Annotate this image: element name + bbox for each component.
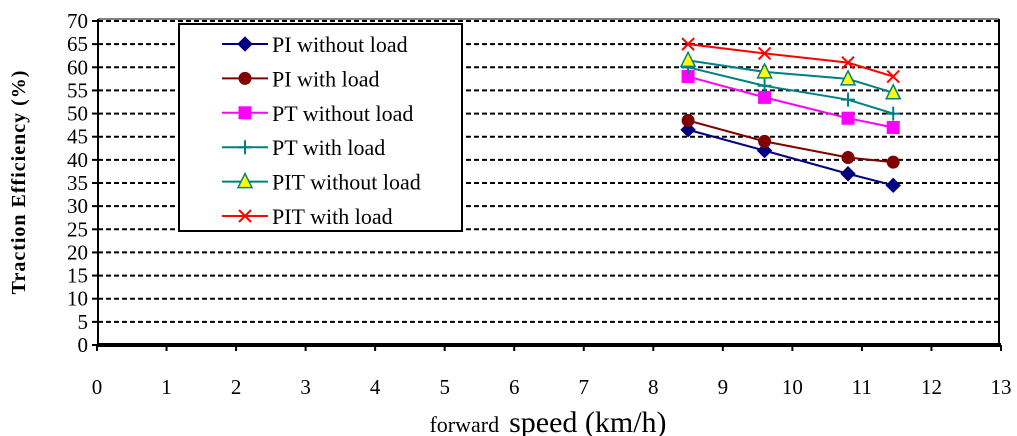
y-axis-label: Traction Efficiency (%) xyxy=(8,70,30,295)
legend-item-1: PI with load xyxy=(222,66,380,91)
y-tick-label-30: 30 xyxy=(67,194,88,218)
legend-marker-0 xyxy=(237,36,253,52)
series-4 xyxy=(679,50,902,100)
data-point-4-1 xyxy=(756,62,773,79)
x-tick-label-8: 8 xyxy=(648,375,659,399)
y-tick-label-40: 40 xyxy=(67,148,88,172)
x-tick-label-2: 2 xyxy=(231,375,242,399)
y-tick-label-60: 60 xyxy=(67,55,88,79)
data-point-4-2 xyxy=(839,69,857,86)
data-point-1-3 xyxy=(886,155,900,169)
x-axis-label-prefix: forward xyxy=(429,412,499,436)
series-line-5 xyxy=(687,43,894,78)
legend: PI without load PI with load PT without lo… xyxy=(178,23,463,232)
y-tick-label-25: 25 xyxy=(67,217,88,241)
legend-marker-1 xyxy=(238,71,252,85)
series-2 xyxy=(681,70,900,134)
data-point-2-2 xyxy=(841,111,855,125)
data-point-0-2 xyxy=(840,166,856,182)
legend-box xyxy=(178,23,463,232)
legend-item-3: PT with load xyxy=(222,135,385,160)
data-point-3-2 xyxy=(841,92,856,107)
series-5 xyxy=(681,37,900,84)
y-tick-label-50: 50 xyxy=(67,102,88,126)
data-point-3-1 xyxy=(757,78,772,93)
data-point-1-2 xyxy=(841,151,855,165)
legend-marker-3 xyxy=(238,140,252,155)
data-point-5-0 xyxy=(681,37,695,51)
x-tick-label-5: 5 xyxy=(439,375,450,399)
data-point-2-3 xyxy=(886,120,900,134)
data-point-5-2 xyxy=(841,55,855,70)
x-tick-label-11: 11 xyxy=(852,375,872,399)
series-0 xyxy=(680,122,901,194)
series-line-0 xyxy=(687,128,894,187)
x-tick-labels: 0 1 2 3 4 5 6 7 8 9 10 11 12 13 xyxy=(92,345,1012,399)
x-tick-label-10: 10 xyxy=(782,375,803,399)
data-point-1-0 xyxy=(681,114,695,128)
legend-marker-4 xyxy=(236,171,254,189)
y-tick-label-10: 10 xyxy=(67,287,88,311)
data-point-3-3 xyxy=(886,106,901,121)
data-point-4-3 xyxy=(885,83,902,100)
data-point-0-0 xyxy=(680,122,696,138)
y-tick-label-55: 55 xyxy=(67,78,88,102)
y-tick-label-15: 15 xyxy=(67,264,88,288)
legend-item-2: PT without load xyxy=(222,101,413,126)
data-point-5-1 xyxy=(757,46,772,61)
x-axis-label-main: speed (km/h) xyxy=(509,406,666,436)
series-line-4 xyxy=(687,59,894,94)
legend-label-0: PI without load xyxy=(272,32,408,57)
x-tick-label-7: 7 xyxy=(579,375,590,399)
legend-marker-2 xyxy=(238,106,252,120)
series-1 xyxy=(681,114,900,169)
series-layer xyxy=(679,37,902,194)
x-tick-label-4: 4 xyxy=(370,375,381,399)
y-tick-label-20: 20 xyxy=(67,240,88,264)
data-point-4-0 xyxy=(679,50,697,68)
legend-marker-5 xyxy=(238,209,252,223)
data-point-0-1 xyxy=(756,142,773,159)
series-line-3 xyxy=(687,66,894,115)
y-tick-label-5: 5 xyxy=(78,310,89,334)
y-tick-label-45: 45 xyxy=(67,125,88,149)
legend-label-4: PIT without load xyxy=(272,170,421,195)
gridlines xyxy=(98,20,999,323)
series-line-1 xyxy=(687,119,894,164)
legend-item-0: PI without load xyxy=(222,32,408,57)
x-tick-label-1: 1 xyxy=(161,375,172,399)
legend-item-4: PIT without load xyxy=(222,170,421,195)
legend-label-2: PT without load xyxy=(272,101,413,126)
data-point-2-1 xyxy=(758,90,772,104)
x-tick-label-9: 9 xyxy=(718,375,729,399)
y-tick-label-65: 65 xyxy=(67,32,88,56)
data-point-1-1 xyxy=(758,134,772,148)
series-3 xyxy=(681,60,901,121)
x-tick-label-6: 6 xyxy=(509,375,520,399)
x-tick-label-0: 0 xyxy=(92,375,103,399)
x-tick-label-13: 13 xyxy=(991,375,1012,399)
series-line-2 xyxy=(687,75,894,129)
x-tick-label-12: 12 xyxy=(921,375,942,399)
legend-label-5: PIT with load xyxy=(272,204,393,229)
y-tick-label-70: 70 xyxy=(67,9,88,33)
data-point-5-3 xyxy=(886,69,900,84)
y-tick-label-0: 0 xyxy=(78,333,89,357)
legend-label-3: PT with load xyxy=(272,135,385,160)
data-point-0-3 xyxy=(885,177,901,194)
x-axis-label: forward speed (km/h) xyxy=(429,406,666,436)
legend-item-5: PIT with load xyxy=(222,204,393,229)
legend-label-1: PI with load xyxy=(272,66,380,91)
y-tick-label-35: 35 xyxy=(67,171,88,195)
x-tick-label-3: 3 xyxy=(300,375,311,399)
